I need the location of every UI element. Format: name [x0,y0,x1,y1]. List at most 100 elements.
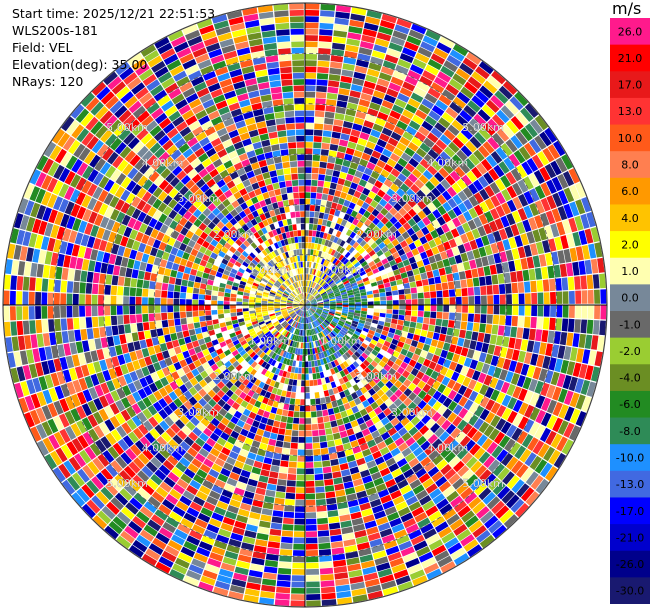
velocity-gate [476,162,488,175]
velocity-gate [213,540,228,550]
velocity-gate [183,436,195,447]
velocity-gate [269,277,276,283]
velocity-gate [183,575,199,587]
velocity-gate [361,202,370,210]
velocity-gate [340,219,348,227]
velocity-gate [324,285,330,291]
velocity-gate [75,108,90,123]
velocity-gate [60,383,70,398]
velocity-gate [109,415,121,428]
velocity-gate [253,371,261,379]
velocity-gate [550,371,560,386]
velocity-gate [393,529,408,539]
velocity-gate [316,73,329,80]
velocity-gate [294,298,300,302]
velocity-gate [142,408,153,420]
velocity-gate [338,263,345,270]
velocity-gate [434,521,449,533]
velocity-gate [328,333,335,339]
velocity-gate [305,480,315,487]
velocity-gate [544,370,554,384]
velocity-gate [340,291,347,296]
velocity-gate [332,196,340,204]
velocity-gate [226,544,240,554]
velocity-gate [269,344,276,351]
velocity-gate [529,188,540,202]
velocity-gate [177,523,191,535]
velocity-gate [516,327,524,339]
velocity-gate [221,356,229,364]
velocity-gate [506,185,517,199]
velocity-gate [230,301,236,305]
velocity-gate [383,94,396,104]
velocity-gate [394,256,402,264]
velocity-gate [386,115,399,126]
velocity-gate [248,276,255,282]
velocity-gate [510,326,518,338]
velocity-gate [29,277,36,291]
velocity-gate [356,365,364,373]
velocity-gate [428,255,436,264]
velocity-gate [353,117,365,126]
velocity-gate [26,379,36,395]
velocity-gate [453,500,467,513]
velocity-gate [346,102,358,111]
velocity-gate [299,405,305,412]
velocity-gate [217,309,224,315]
velocity-gate [392,495,405,506]
velocity-gate [316,511,328,518]
velocity-gate [296,468,305,475]
velocity-gate [322,219,328,226]
velocity-gate [117,286,124,296]
velocity-gate [360,232,368,240]
velocity-gate [213,586,229,597]
velocity-gate [489,377,499,389]
velocity-gate [352,384,360,392]
velocity-gate [393,452,404,463]
velocity-gate [256,428,265,437]
velocity-gate [184,245,193,254]
velocity-gate [394,389,403,398]
velocity-gate [346,408,354,416]
velocity-gate [506,456,519,471]
velocity-gate [443,146,456,158]
velocity-gate [398,506,411,517]
velocity-gate [242,370,250,378]
velocity-gate [321,292,327,297]
velocity-gate [516,375,526,388]
velocity-gate [333,366,339,374]
velocity-gate [210,351,218,359]
velocity-gate [543,292,550,304]
velocity-gate [271,328,277,335]
velocity-gate [274,331,280,338]
velocity-gate [179,242,187,252]
velocity-gate [442,386,452,397]
velocity-gate [408,275,416,283]
velocity-gate [292,556,305,563]
velocity-gate [215,580,231,591]
velocity-gate [298,323,302,329]
velocity-gate [487,254,495,265]
velocity-gate [276,291,283,295]
velocity-gate [364,267,372,274]
velocity-gate [466,250,475,261]
velocity-gate [92,200,103,213]
velocity-gate [87,197,98,211]
velocity-gate [393,202,402,212]
velocity-gate [534,200,545,214]
velocity-gate [314,328,318,334]
velocity-gate [239,349,247,357]
velocity-gate [114,492,129,506]
velocity-gate [53,358,62,372]
velocity-gate [347,274,354,280]
velocity-gate [358,99,371,108]
velocity-gate [413,540,428,552]
velocity-gate [135,251,144,261]
velocity-gate [134,158,146,171]
velocity-gate [115,345,123,356]
velocity-gate [339,139,349,147]
velocity-gate [148,289,155,298]
velocity-gate [305,302,311,305]
velocity-gate [382,193,392,202]
velocity-gate [480,286,487,295]
